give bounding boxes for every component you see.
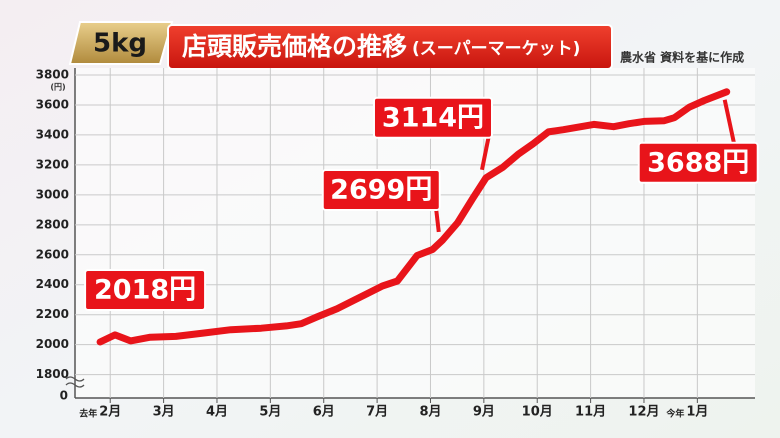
y-tick-label: 2800 [36,217,69,231]
y-tick-label: 3000 [36,187,69,201]
y-tick-label: 3400 [36,127,69,141]
callout-arrow [722,99,736,144]
x-tick-prefix: 今年 [665,408,684,420]
callout-box [637,141,759,184]
y-break-label: 0 [60,389,68,403]
chart-title: 店頭販売価格の推移 [182,32,407,61]
title-banner [167,24,613,70]
x-tick-label: 3月 [153,405,175,420]
x-tick-label: 1月 [686,405,708,420]
x-tick-label: 6月 [313,405,335,420]
y-tick-label: 3200 [36,157,69,171]
axis-break [65,376,85,388]
callout-box [321,168,441,211]
callout-box [372,96,493,139]
x-tick-label: 8月 [419,405,441,420]
x-tick-label: 2月 [99,405,121,420]
x-tick-label: 5月 [259,405,281,420]
x-tick-label: 7月 [366,405,388,420]
y-tick-label: 2200 [36,307,69,321]
callout-label: 3688円 [647,147,749,178]
y-tick-label: 3800 [36,68,69,82]
line [96,88,731,346]
callout-label: 3114円 [382,102,484,133]
callout-box [84,268,207,311]
x-tick-label: 9月 [473,405,495,420]
callout-label: 2699円 [330,174,432,205]
x-tick-label: 10月 [522,405,553,420]
y-tick-label: 2000 [36,337,69,351]
x-tick-label: 4月 [206,405,228,420]
callout-arrow [434,209,441,233]
x-tick-label: 12月 [628,405,659,420]
y-tick-label: 2600 [36,247,69,261]
callout-arrow [480,137,491,171]
callout-label: 2018円 [94,274,196,305]
y-tick-label: 2400 [36,277,69,291]
chart-subtitle: (スーパーマーケット) [412,39,580,59]
y-tick-label: 1800 [36,367,69,381]
y-unit: (円) [50,83,65,92]
y-tick-label: 3600 [36,97,69,111]
x-tick-label: 11月 [575,405,606,420]
source: 農水省 資料を基に作成 [620,50,744,65]
x-tick-prefix: 去年 [79,408,97,420]
badge: 5kg [93,29,147,59]
badge-shape [68,21,174,65]
